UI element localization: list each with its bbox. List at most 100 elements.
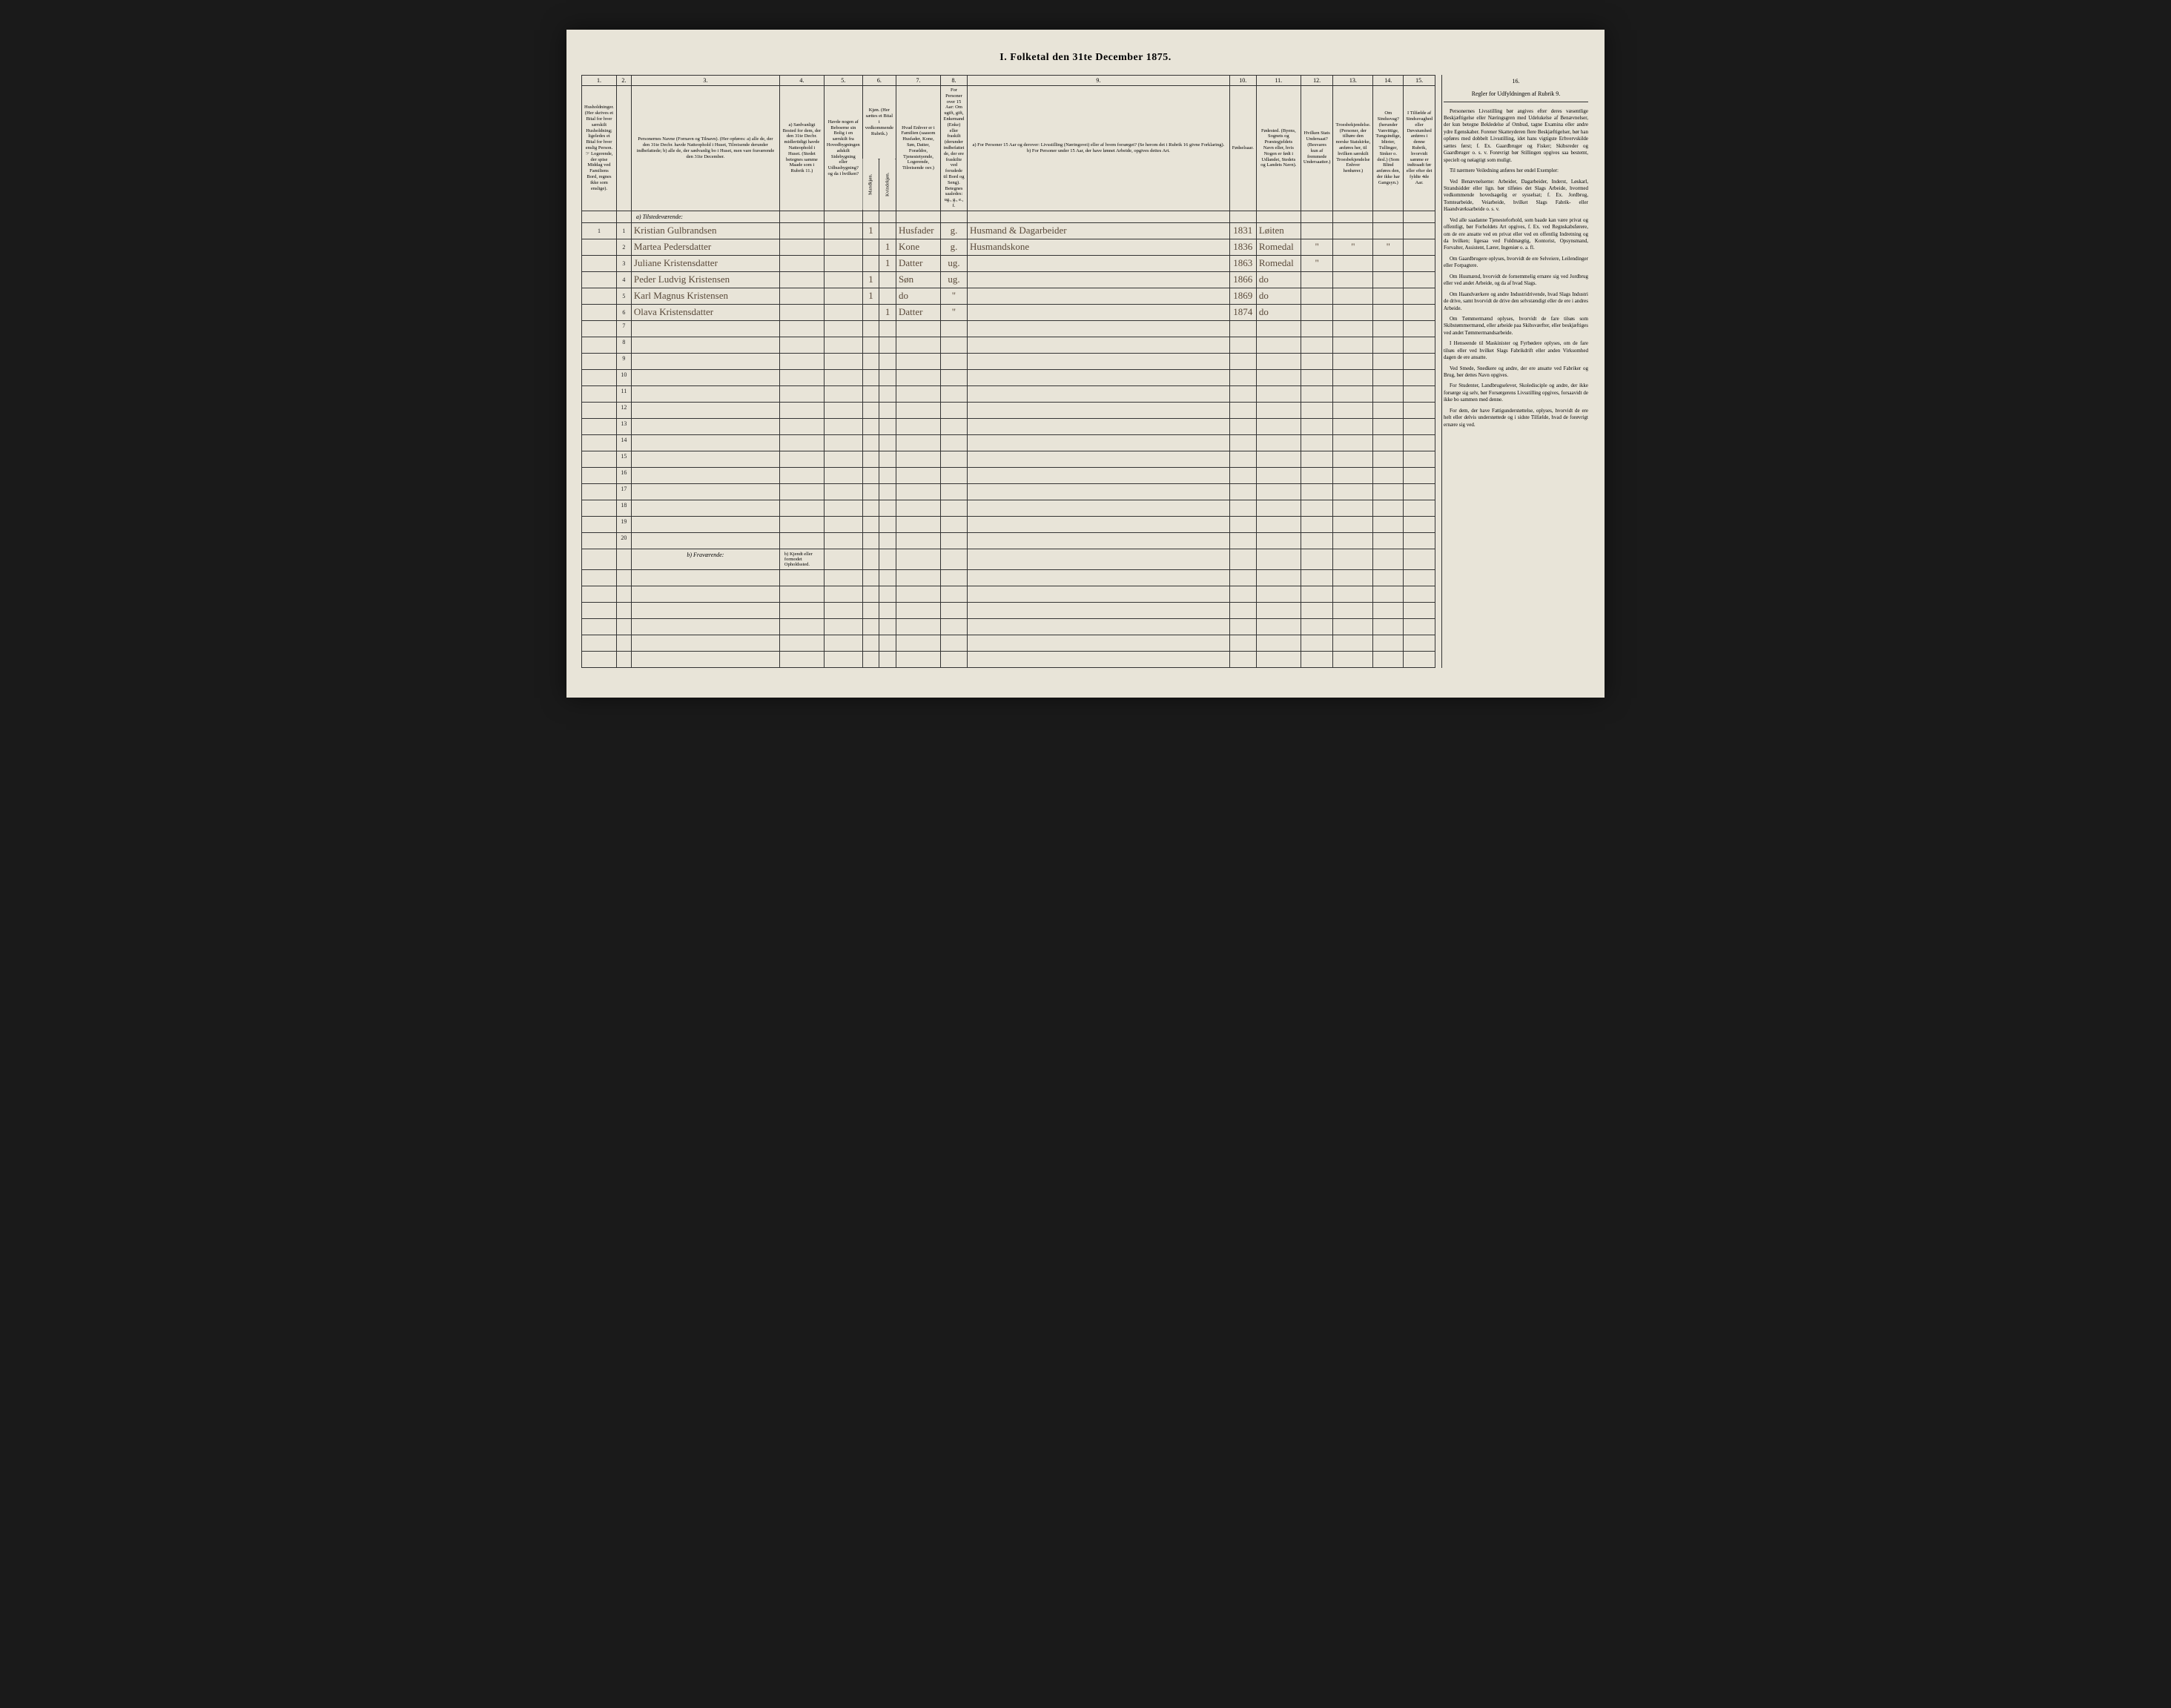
table-row: 19 bbox=[582, 516, 1435, 532]
empty-cell bbox=[1229, 402, 1256, 418]
household-cell bbox=[582, 651, 617, 667]
household-cell bbox=[582, 320, 617, 337]
empty-cell bbox=[1256, 402, 1301, 418]
female-cell bbox=[879, 288, 896, 304]
occupation-cell bbox=[967, 271, 1229, 288]
female-cell: 1 bbox=[879, 304, 896, 320]
empty-cell bbox=[940, 320, 967, 337]
male-cell bbox=[862, 255, 879, 271]
family-cell: Kone bbox=[896, 239, 940, 255]
empty-cell bbox=[824, 500, 862, 516]
empty-cell bbox=[824, 353, 862, 369]
empty-cell bbox=[1229, 385, 1256, 402]
empty-cell bbox=[1373, 385, 1404, 402]
household-cell bbox=[582, 255, 617, 271]
c4 bbox=[779, 271, 824, 288]
empty-cell bbox=[940, 418, 967, 434]
section-a-label: a) Tilstedeværende: bbox=[631, 211, 779, 222]
table-row: 4Peder Ludvig Kristensen1Sønug.1866do bbox=[582, 271, 1435, 288]
year-cell: 1863 bbox=[1229, 255, 1256, 271]
h14: Om Sindssvag? (herunder Vanvittige, Tung… bbox=[1373, 86, 1404, 211]
instruction-paragraph: Om Haandværkere og andre Industridrivend… bbox=[1444, 291, 1588, 312]
h3: Personernes Navne (Fornavn og Tilnavn). … bbox=[631, 86, 779, 211]
instruction-paragraph: Ved Smede, Snedkere og andre, der ere an… bbox=[1444, 365, 1588, 380]
empty-cell bbox=[1404, 516, 1435, 532]
table-row: 5Karl Magnus Kristensen1do"1869do bbox=[582, 288, 1435, 304]
empty-cell bbox=[824, 320, 862, 337]
h4: a) Sædvanligt Bosted for dem, der den 31… bbox=[779, 86, 824, 211]
table-row bbox=[582, 651, 1435, 667]
empty-cell bbox=[1333, 635, 1373, 651]
c5 bbox=[824, 255, 862, 271]
female-cell bbox=[879, 271, 896, 288]
empty-cell bbox=[1333, 483, 1373, 500]
instruction-paragraph: Til nærmere Veiledning anføres her endel… bbox=[1444, 168, 1588, 174]
empty-cell bbox=[879, 369, 896, 385]
empty-cell bbox=[879, 467, 896, 483]
empty-cell bbox=[967, 320, 1229, 337]
empty-cell bbox=[967, 500, 1229, 516]
table-row: 11Kristian Gulbrandsen1Husfaderg.Husmand… bbox=[582, 222, 1435, 239]
table-row bbox=[582, 602, 1435, 618]
empty-cell bbox=[940, 402, 967, 418]
empty-cell bbox=[1301, 618, 1333, 635]
empty-cell bbox=[779, 586, 824, 602]
household-cell bbox=[582, 418, 617, 434]
empty-cell bbox=[631, 320, 779, 337]
empty-cell bbox=[1229, 369, 1256, 385]
rownum-cell: 10 bbox=[616, 369, 631, 385]
section-a-row: a) Tilstedeværende: bbox=[582, 211, 1435, 222]
table-row: 17 bbox=[582, 483, 1435, 500]
empty-cell bbox=[1256, 516, 1301, 532]
coln-4: 4. bbox=[779, 76, 824, 86]
empty-cell bbox=[879, 320, 896, 337]
empty-cell bbox=[1301, 402, 1333, 418]
c5 bbox=[824, 304, 862, 320]
empty-cell bbox=[824, 651, 862, 667]
sec-a-c2 bbox=[616, 211, 631, 222]
empty-cell bbox=[896, 602, 940, 618]
rownum-cell: 8 bbox=[616, 337, 631, 353]
rownum-cell: 19 bbox=[616, 516, 631, 532]
empty-cell bbox=[940, 569, 967, 586]
empty-cell bbox=[896, 467, 940, 483]
empty-cell bbox=[1256, 602, 1301, 618]
empty-cell bbox=[1256, 320, 1301, 337]
empty-cell bbox=[1404, 402, 1435, 418]
empty-cell bbox=[896, 320, 940, 337]
empty-cell bbox=[896, 353, 940, 369]
empty-cell bbox=[940, 500, 967, 516]
sec-a-c1 bbox=[582, 211, 617, 222]
instructions-col16: 16. Regler for Udfyldningen af Rubrik 9.… bbox=[1441, 75, 1590, 668]
empty-cell bbox=[1301, 516, 1333, 532]
coln-12: 12. bbox=[1301, 76, 1333, 86]
name-cell: Juliane Kristensdatter bbox=[631, 255, 779, 271]
empty-cell bbox=[1301, 369, 1333, 385]
household-cell bbox=[582, 304, 617, 320]
year-cell: 1869 bbox=[1229, 288, 1256, 304]
h15: I Tilfælde af Sindssvaghed eller Døvstum… bbox=[1404, 86, 1435, 211]
empty-cell bbox=[1333, 586, 1373, 602]
empty-cell bbox=[1301, 602, 1333, 618]
empty-cell bbox=[824, 385, 862, 402]
rownum-cell bbox=[616, 651, 631, 667]
empty-cell bbox=[1333, 500, 1373, 516]
instruction-paragraph: Ved alle saadanne Tjenesteforhold, som b… bbox=[1444, 217, 1588, 252]
empty-cell bbox=[1404, 618, 1435, 635]
empty-cell bbox=[1373, 602, 1404, 618]
empty-cell bbox=[896, 516, 940, 532]
empty-cell bbox=[1229, 320, 1256, 337]
empty-cell bbox=[631, 451, 779, 467]
c4 bbox=[779, 255, 824, 271]
empty-cell bbox=[967, 569, 1229, 586]
empty-cell bbox=[1301, 586, 1333, 602]
coln-1: 1. bbox=[582, 76, 617, 86]
female-cell: 1 bbox=[879, 239, 896, 255]
empty-cell bbox=[1256, 337, 1301, 353]
empty-cell bbox=[1373, 651, 1404, 667]
coln-11: 11. bbox=[1256, 76, 1301, 86]
coln-9: 9. bbox=[967, 76, 1229, 86]
empty-cell bbox=[862, 385, 879, 402]
household-cell bbox=[582, 483, 617, 500]
empty-cell bbox=[1404, 467, 1435, 483]
